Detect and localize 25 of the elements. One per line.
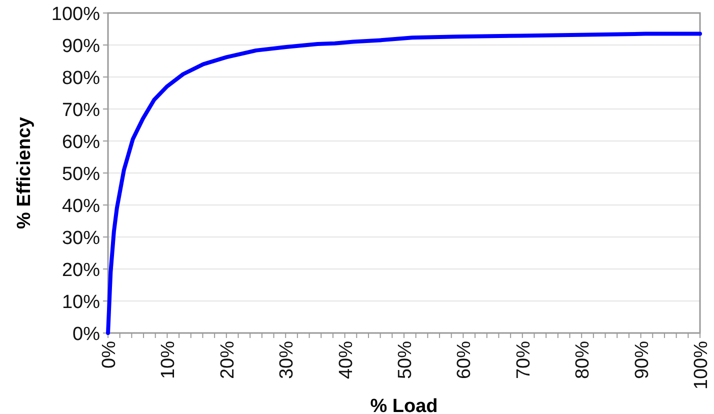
x-tick-label: 0% xyxy=(99,340,120,368)
x-tick-label: 40% xyxy=(336,340,357,380)
y-tick-label: 90% xyxy=(62,36,100,57)
y-tick-label: 40% xyxy=(62,196,100,217)
y-tick-label: 0% xyxy=(72,324,100,345)
y-tick-label: 100% xyxy=(51,4,100,25)
x-tick-label: 30% xyxy=(276,340,298,380)
x-tick-label: 80% xyxy=(572,340,594,380)
x-tick-label: 20% xyxy=(217,340,238,380)
y-tick-label: 60% xyxy=(62,132,100,153)
y-tick-label: 80% xyxy=(62,68,100,89)
x-tick-label: 90% xyxy=(632,340,653,380)
line-series xyxy=(106,32,702,335)
y-tick-label: 10% xyxy=(62,292,100,313)
x-tick-label: 50% xyxy=(395,340,416,380)
y-tick-label: 20% xyxy=(62,260,100,281)
y-axis-title: % Efficiency xyxy=(14,116,35,229)
x-tick-label: 70% xyxy=(513,340,534,380)
x-tick-label: 10% xyxy=(158,340,180,380)
y-tick-label: 50% xyxy=(62,164,100,185)
y-tick-label: 70% xyxy=(62,100,100,121)
x-tick-label: 100% xyxy=(691,340,712,390)
x-tick-label: 60% xyxy=(454,340,476,380)
y-tick-label: 30% xyxy=(62,228,100,249)
x-axis-title: % Load xyxy=(370,396,438,414)
